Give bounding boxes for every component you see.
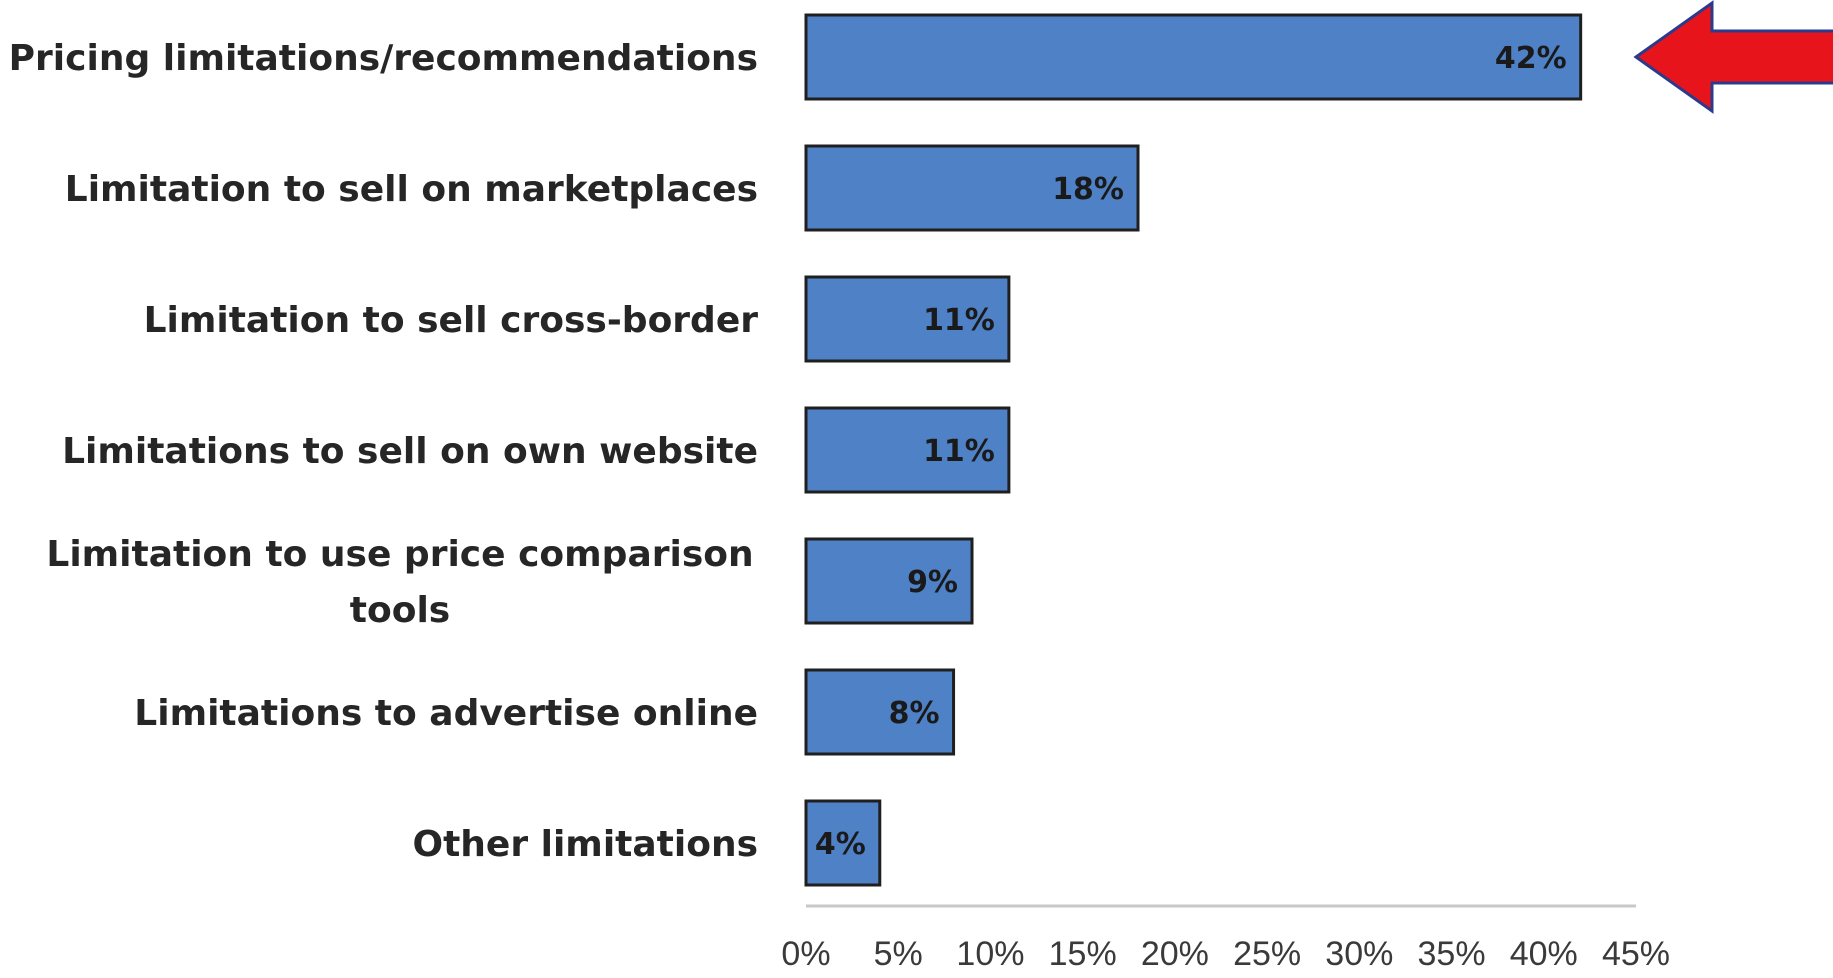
annotation-layer: [1633, 0, 1833, 114]
x-axis: 0% 5% 10% 15% 20% 25% 30% 35% 40% 45%: [781, 904, 1670, 973]
category-label-2: Limitation to sell cross-border: [144, 300, 759, 341]
data-label-2: 11%: [923, 303, 995, 338]
category-label-5: Limitations to advertise online: [134, 693, 758, 734]
data-label-3: 11%: [923, 434, 995, 469]
data-label-1: 18%: [1052, 172, 1124, 207]
red-arrow-icon: [1633, 0, 1833, 114]
x-tick-label-8: 40%: [1510, 935, 1578, 973]
x-tick-label-4: 20%: [1141, 935, 1209, 973]
x-tick-label-3: 15%: [1049, 935, 1117, 973]
data-label-5: 8%: [889, 696, 940, 731]
x-tick-label-7: 35%: [1418, 935, 1486, 973]
category-labels: Pricing limitations/recommendations Limit…: [9, 38, 759, 865]
category-label-1: Limitation to sell on marketplaces: [65, 169, 758, 210]
x-tick-label-2: 10%: [956, 935, 1024, 973]
category-label-3: Limitations to sell on own website: [62, 431, 758, 472]
data-label-6: 4%: [815, 827, 866, 862]
bar-2: [804, 275, 1011, 363]
category-label-4-line-1: tools: [350, 590, 450, 631]
bar-0: [804, 13, 1583, 101]
category-label-4-line-0: Limitation to use price comparison: [46, 534, 753, 575]
x-tick-label-9: 45%: [1602, 935, 1670, 973]
category-label-6: Other limitations: [412, 824, 758, 865]
bar-1: [804, 144, 1140, 232]
x-tick-label-0: 0%: [781, 935, 830, 973]
bars-layer: 42% 18% 11% 11% 9% 8% 4%: [804, 13, 1583, 887]
bar-6: [804, 799, 882, 887]
x-tick-label-5: 25%: [1233, 935, 1301, 973]
bar-4: [804, 537, 974, 625]
bar-3: [804, 406, 1011, 494]
category-label-0: Pricing limitations/recommendations: [9, 38, 758, 79]
x-tick-label-1: 5%: [874, 935, 923, 973]
x-tick-label-6: 30%: [1325, 935, 1393, 973]
data-label-0: 42%: [1495, 41, 1567, 76]
bar-5: [804, 668, 956, 756]
data-label-4: 9%: [907, 565, 958, 600]
